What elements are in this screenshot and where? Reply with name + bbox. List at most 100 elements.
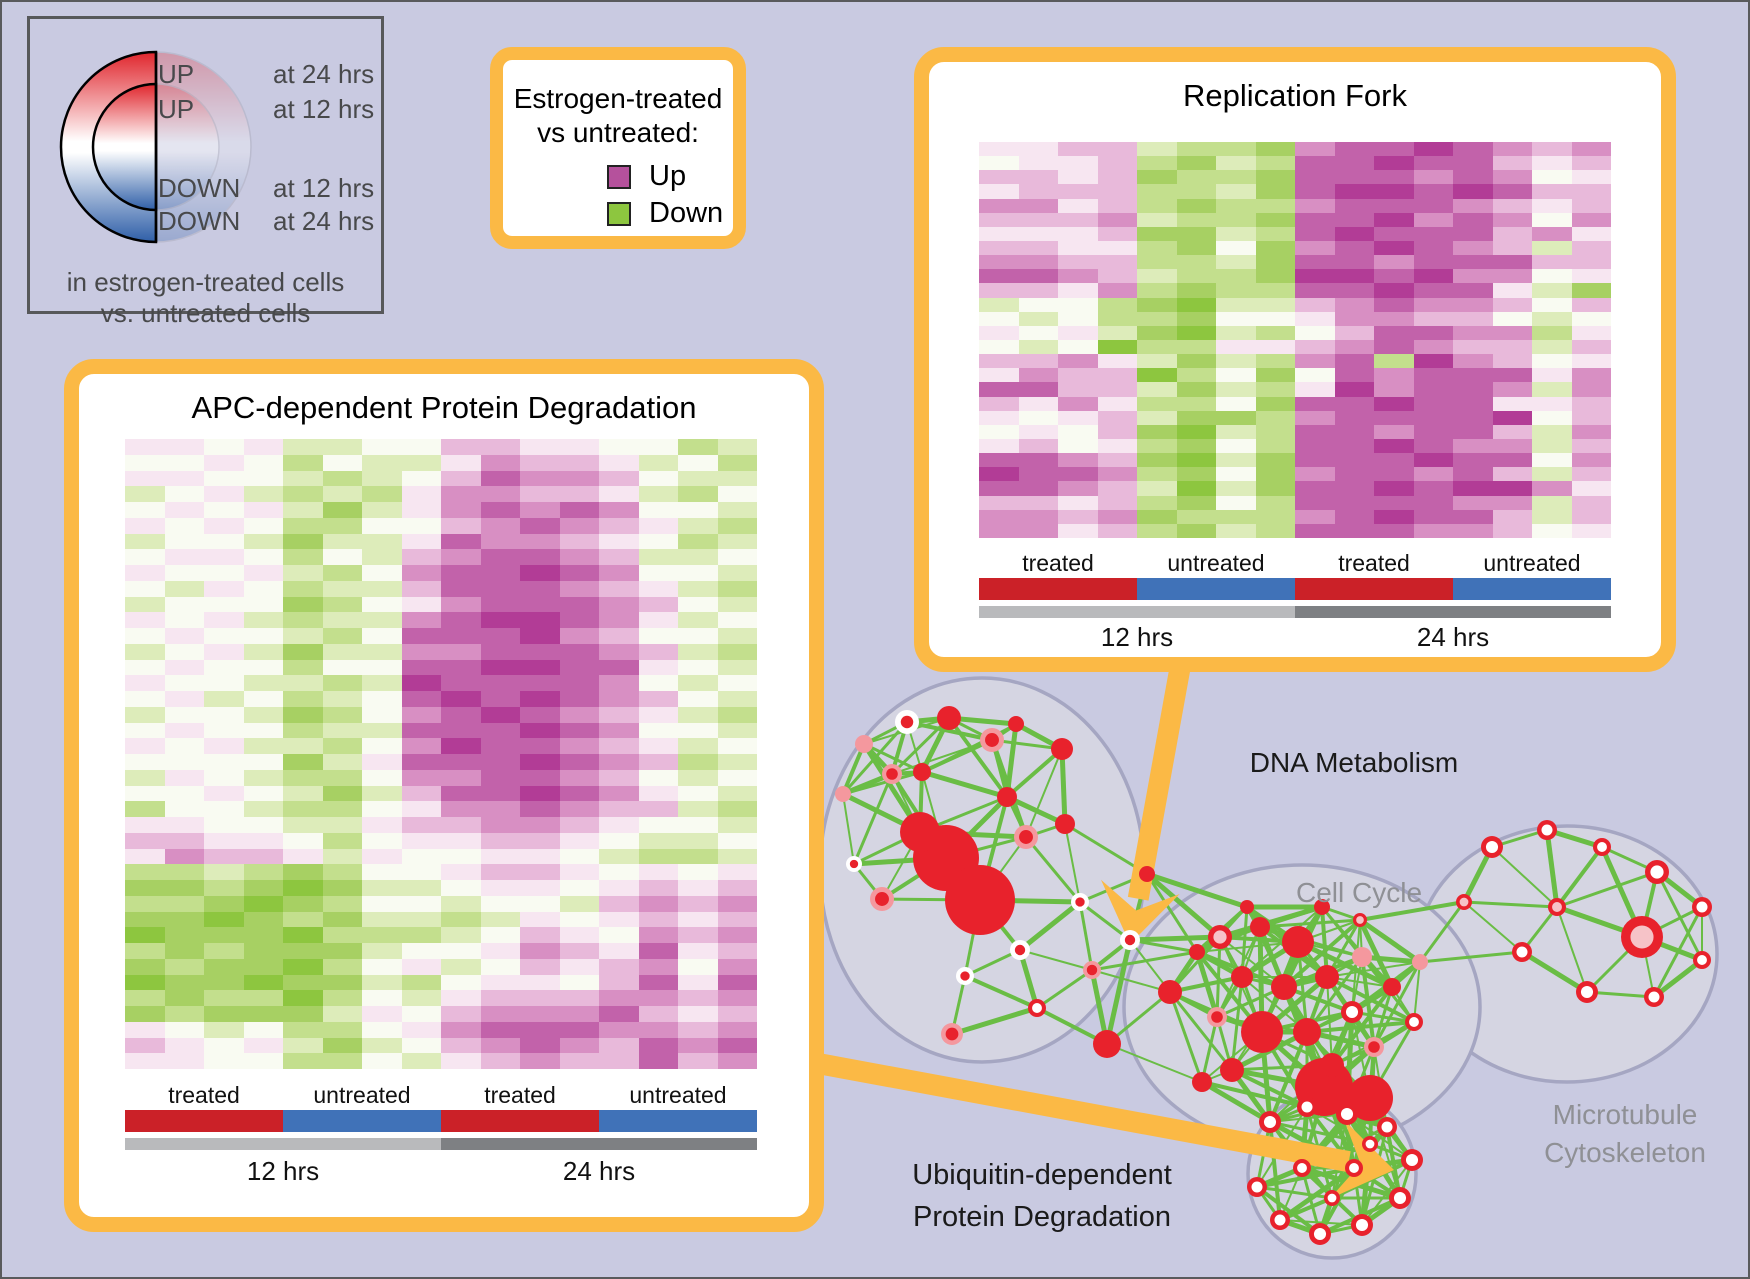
- network-node-core: [1349, 1163, 1359, 1173]
- heatmap-cell: [520, 596, 560, 613]
- heatmap-cell: [1492, 396, 1532, 411]
- heatmap-cell: [1492, 255, 1532, 270]
- heatmap-cell: [638, 895, 678, 912]
- network-node-core: [1541, 824, 1553, 836]
- heatmap-cell: [678, 439, 718, 455]
- heatmap-cell: [599, 675, 639, 691]
- heatmap-cell: [1018, 283, 1058, 298]
- heatmap-cell: [520, 722, 560, 739]
- heatmap-cell: [1216, 424, 1256, 439]
- heatmap-cell: [717, 1021, 757, 1038]
- heatmap-cell: [441, 943, 481, 959]
- heatmap-cell: [1058, 495, 1098, 510]
- heatmap-cell: [1334, 311, 1374, 326]
- heatmap-cell: [125, 1037, 165, 1054]
- heatmap-cell: [1176, 340, 1216, 355]
- network-node-core: [1697, 955, 1707, 965]
- heatmap-cell: [204, 880, 244, 896]
- heatmap-cell: [1176, 410, 1216, 425]
- heatmap-cell: [164, 769, 204, 786]
- heatmap-cell: [1216, 311, 1256, 326]
- heatmap-cell: [362, 801, 402, 817]
- heatmap-cell: [1018, 212, 1058, 227]
- heatmap-cell: [678, 817, 718, 833]
- heatmap-cell: [599, 454, 639, 471]
- heatmap-cell: [678, 659, 718, 676]
- heatmap-cell: [401, 628, 441, 644]
- network-node: [1320, 1053, 1344, 1077]
- heatmap-cell: [1216, 410, 1256, 425]
- heatmap-cell: [520, 659, 560, 676]
- heatmap-cell: [599, 691, 639, 707]
- heatmap-cell: [283, 659, 323, 676]
- heatmap-cell: [1097, 410, 1137, 425]
- network-edge: [1079, 900, 1131, 942]
- heatmap-cell: [520, 549, 560, 565]
- heatmap-cell: [1532, 198, 1572, 213]
- heatmap-cell: [283, 769, 323, 786]
- heatmap-cell: [979, 170, 1019, 185]
- heatmap-cell: [1571, 424, 1611, 439]
- heatmap-cell: [441, 801, 481, 817]
- heatmap-cell: [1492, 198, 1532, 213]
- network-edge: [947, 716, 1009, 799]
- heatmap-cell: [717, 502, 757, 518]
- heatmap-cell: [204, 801, 244, 817]
- heatmap-cell: [559, 502, 599, 518]
- heatmap-cell: [204, 691, 244, 707]
- heatmap-cell: [559, 990, 599, 1006]
- network-node: [1158, 980, 1182, 1004]
- heatmap-cell: [401, 439, 441, 455]
- network-edge: [1104, 939, 1133, 1045]
- network-node: [1412, 954, 1428, 970]
- heatmap-cell: [979, 297, 1019, 312]
- heatmap-cell: [1413, 283, 1453, 298]
- heatmap-cell: [1374, 382, 1414, 397]
- network-edge: [964, 974, 1038, 1010]
- heatmap-cell: [1453, 439, 1493, 454]
- network-node-core: [1485, 840, 1499, 854]
- heatmap-cell: [559, 565, 599, 581]
- heatmap-cell: [1097, 424, 1137, 439]
- heatmap-cell: [401, 848, 441, 865]
- flow-arrow-head: [1100, 879, 1180, 944]
- heatmap-cell: [1097, 481, 1137, 496]
- heatmap-cell: [1295, 495, 1335, 510]
- heatmap-cell: [1413, 226, 1453, 241]
- up-label: Up: [649, 160, 687, 192]
- heatmap-cell: [125, 517, 165, 534]
- heatmap-cell: [401, 801, 441, 817]
- heatmap-cell: [1097, 226, 1137, 241]
- heatmap-cell: [979, 424, 1019, 439]
- heatmap-cell: [1334, 382, 1374, 397]
- heatmap-cell: [401, 895, 441, 912]
- heatmap-cell: [164, 974, 204, 991]
- heatmap-cell: [1453, 523, 1493, 538]
- heatmap-cell: [717, 470, 757, 487]
- heatmap-cell: [1137, 184, 1177, 199]
- heatmap-cell: [243, 580, 283, 597]
- heatmap-cell: [1492, 354, 1532, 369]
- heatmap-cell: [1295, 396, 1335, 411]
- network-node-core: [1381, 1121, 1393, 1133]
- heatmap-cell: [559, 911, 599, 928]
- heatmap-cell: [678, 454, 718, 471]
- heatmap-cell: [678, 628, 718, 644]
- heatmap-cell: [678, 848, 718, 865]
- network-edge: [1024, 836, 1082, 903]
- heatmap-cell: [520, 517, 560, 534]
- heatmap-cell: [559, 722, 599, 739]
- heatmap-cell: [1492, 439, 1532, 454]
- heatmap-cell: [1216, 453, 1256, 468]
- heatmap-cell: [322, 880, 362, 896]
- heatmap-cell: [717, 880, 757, 896]
- heatmap-cell: [1532, 509, 1572, 524]
- heatmap-cell: [979, 439, 1019, 454]
- heatmap-cell: [638, 801, 678, 817]
- heatmap-cell: [322, 549, 362, 565]
- network-node-core: [1075, 897, 1085, 907]
- network-edge: [1413, 961, 1421, 1023]
- heatmap-cell: [1571, 368, 1611, 383]
- heatmap-cell: [1058, 198, 1098, 213]
